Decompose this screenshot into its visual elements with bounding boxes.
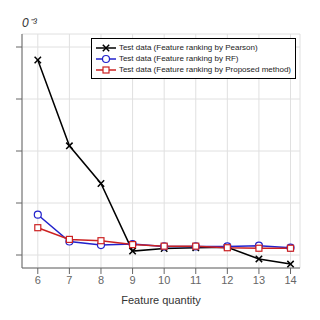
html-text:Test data (Feature ranking by: Test data (Feature ranking by Proposed m… <box>118 65 291 74</box>
svg-text:7: 7 <box>66 274 72 286</box>
svg-text:8: 8 <box>98 274 104 286</box>
html-text:Test data (Feature ranking by: Test data (Feature ranking by Pearson) <box>118 43 258 52</box>
svg-text:12: 12 <box>221 274 233 286</box>
svg-text:9: 9 <box>130 274 136 286</box>
svg-text:Feature quantity: Feature quantity <box>121 294 201 306</box>
svg-text:10: 10 <box>158 274 170 286</box>
svg-text:11: 11 <box>190 274 201 286</box>
svg-text:6: 6 <box>35 274 41 286</box>
html-text:0⁻³: 0⁻³ <box>22 16 37 30</box>
svg-text:14: 14 <box>284 274 296 286</box>
html-text:Test data (Feature ranking by: Test data (Feature ranking by RF) <box>118 54 239 63</box>
svg-text:13: 13 <box>253 274 265 286</box>
